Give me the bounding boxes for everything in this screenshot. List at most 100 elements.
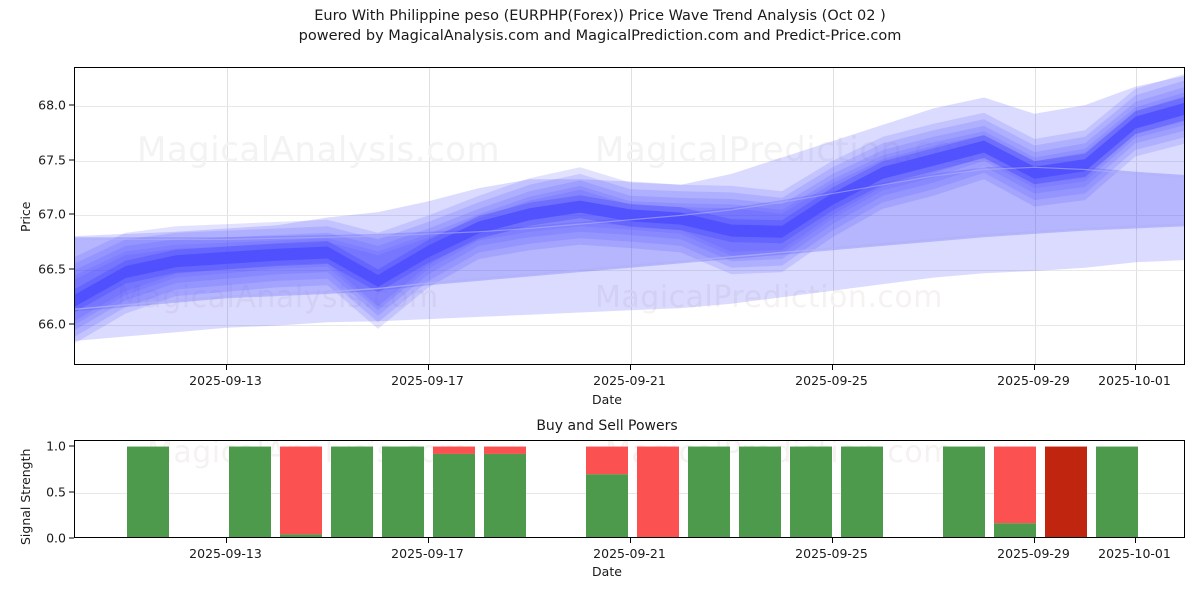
- price-xtick-mark: [1134, 365, 1136, 370]
- signal-bar[interactable]: [229, 446, 271, 538]
- price-ytick-label: 67.5: [38, 152, 66, 168]
- sell-power-segment: [280, 446, 322, 535]
- signal-bar[interactable]: [790, 446, 832, 538]
- price-ytick-label: 66.0: [38, 316, 66, 332]
- buy-power-segment: [943, 446, 985, 537]
- powers-ytick-mark: [69, 445, 74, 447]
- price-xtick-label: 2025-09-29: [997, 373, 1070, 388]
- signal-bar[interactable]: [688, 446, 730, 538]
- buy-power-segment: [586, 474, 628, 537]
- price-yaxis-label: Price: [18, 201, 33, 233]
- chart-title-block: Euro With Philippine peso (EURPHP(Forex)…: [0, 6, 1200, 46]
- price-ytick-label: 66.5: [38, 261, 66, 277]
- price-ytick-mark: [69, 213, 74, 215]
- price-gridline-h: [75, 324, 1184, 326]
- powers-xtick-label: 2025-09-17: [391, 546, 464, 561]
- price-ytick-label: 68.0: [38, 97, 66, 113]
- signal-bar[interactable]: [739, 446, 781, 538]
- signal-bar[interactable]: [1096, 446, 1138, 538]
- powers-xtick-mark: [427, 538, 429, 543]
- sell-power-segment: [433, 446, 475, 454]
- powers-xtick-mark: [1134, 538, 1136, 543]
- buy-power-segment: [790, 446, 832, 537]
- signal-bars-series: [127, 446, 1138, 538]
- powers-yaxis-label: Signal Strength: [18, 448, 33, 545]
- price-wave-series: [75, 74, 1184, 344]
- price-ytick-mark: [69, 268, 74, 270]
- buy-power-segment: [331, 446, 373, 537]
- price-ytick-mark: [69, 104, 74, 106]
- powers-xtick-mark: [1033, 538, 1035, 543]
- price-wave-plot: MagicalAnalysis.com MagicalPrediction.co…: [74, 67, 1185, 365]
- sell-power-segment: [586, 446, 628, 475]
- wave-mid-band: [75, 165, 1184, 312]
- buy-power-segment: [994, 523, 1036, 537]
- powers-title: Buy and Sell Powers: [536, 418, 678, 434]
- signal-bar[interactable]: [943, 446, 985, 538]
- price-xtick-label: 2025-09-25: [795, 373, 868, 388]
- price-xtick-label: 2025-09-17: [391, 373, 464, 388]
- powers-ytick-mark: [69, 491, 74, 493]
- price-gridline-h: [75, 160, 1184, 162]
- powers-xtick-mark: [629, 538, 631, 543]
- signal-bar[interactable]: [280, 446, 322, 538]
- wave-outer-envelope: [75, 76, 1184, 341]
- signal-bar[interactable]: [484, 446, 526, 538]
- signal-bar[interactable]: [994, 446, 1036, 538]
- signal-bar[interactable]: [382, 446, 424, 538]
- price-gridline-h: [75, 106, 1184, 108]
- sell-power-segment: [484, 446, 526, 454]
- price-xtick-label: 2025-10-01: [1098, 373, 1171, 388]
- sell-power-segment: [994, 446, 1036, 524]
- powers-ytick-label: 0.5: [46, 484, 66, 500]
- wave-upper-edge-line: [75, 166, 1184, 240]
- signal-bar[interactable]: [586, 446, 628, 538]
- signal-bar[interactable]: [331, 446, 373, 538]
- wave-inner-layer-1: [75, 80, 1184, 337]
- price-ytick-mark: [69, 159, 74, 161]
- powers-xtick-label: 2025-09-13: [189, 546, 262, 561]
- powers-xaxis-label: Date: [592, 564, 622, 579]
- buy-power-segment: [433, 453, 475, 537]
- price-xtick-mark: [831, 365, 833, 370]
- price-gridline-h: [75, 269, 1184, 271]
- signal-bar[interactable]: [841, 446, 883, 538]
- price-xtick-mark: [629, 365, 631, 370]
- powers-ytick-mark: [69, 537, 74, 539]
- powers-xtick-mark: [225, 538, 227, 543]
- powers-xtick-label: 2025-10-01: [1098, 546, 1171, 561]
- powers-ytick-label: 0.0: [46, 530, 66, 546]
- price-xtick-mark: [1033, 365, 1035, 370]
- buy-power-segment: [127, 446, 169, 537]
- price-ytick-label: 67.0: [38, 206, 66, 222]
- buy-power-segment: [484, 453, 526, 537]
- buy-power-segment: [229, 446, 271, 537]
- buy-power-segment: [1096, 446, 1138, 537]
- buy-power-segment: [280, 534, 322, 537]
- page-title-line-1: Euro With Philippine peso (EURPHP(Forex)…: [314, 8, 886, 24]
- price-xtick-label: 2025-09-13: [189, 373, 262, 388]
- powers-ytick-label: 1.0: [46, 438, 66, 454]
- buy-sell-powers-plot: MagicalAnalysis.com MagicalPrediction.co…: [74, 440, 1185, 538]
- wave-lower-edge-line: [75, 223, 1184, 310]
- buy-power-segment: [382, 446, 424, 537]
- powers-xtick-label: 2025-09-25: [795, 546, 868, 561]
- powers-xtick-label: 2025-09-29: [997, 546, 1070, 561]
- buy-power-segment: [841, 446, 883, 537]
- sell-power-segment: [1045, 446, 1087, 537]
- price-xaxis-label: Date: [592, 392, 622, 407]
- powers-gridline-h: [75, 492, 1184, 494]
- price-xtick-label: 2025-09-21: [593, 373, 666, 388]
- buy-power-segment: [739, 446, 781, 537]
- signal-bar[interactable]: [127, 446, 169, 538]
- buy-power-segment: [688, 446, 730, 537]
- price-xtick-mark: [427, 365, 429, 370]
- signal-bar[interactable]: [433, 446, 475, 538]
- wave-inner-layer-0: [75, 74, 1184, 344]
- page-title-line-2: powered by MagicalAnalysis.com and Magic…: [298, 28, 902, 44]
- signal-bar[interactable]: [637, 446, 679, 538]
- price-xtick-mark: [225, 365, 227, 370]
- wave-core-halo: [75, 97, 1184, 312]
- signal-bar[interactable]: [1045, 446, 1087, 538]
- powers-xtick-label: 2025-09-21: [593, 546, 666, 561]
